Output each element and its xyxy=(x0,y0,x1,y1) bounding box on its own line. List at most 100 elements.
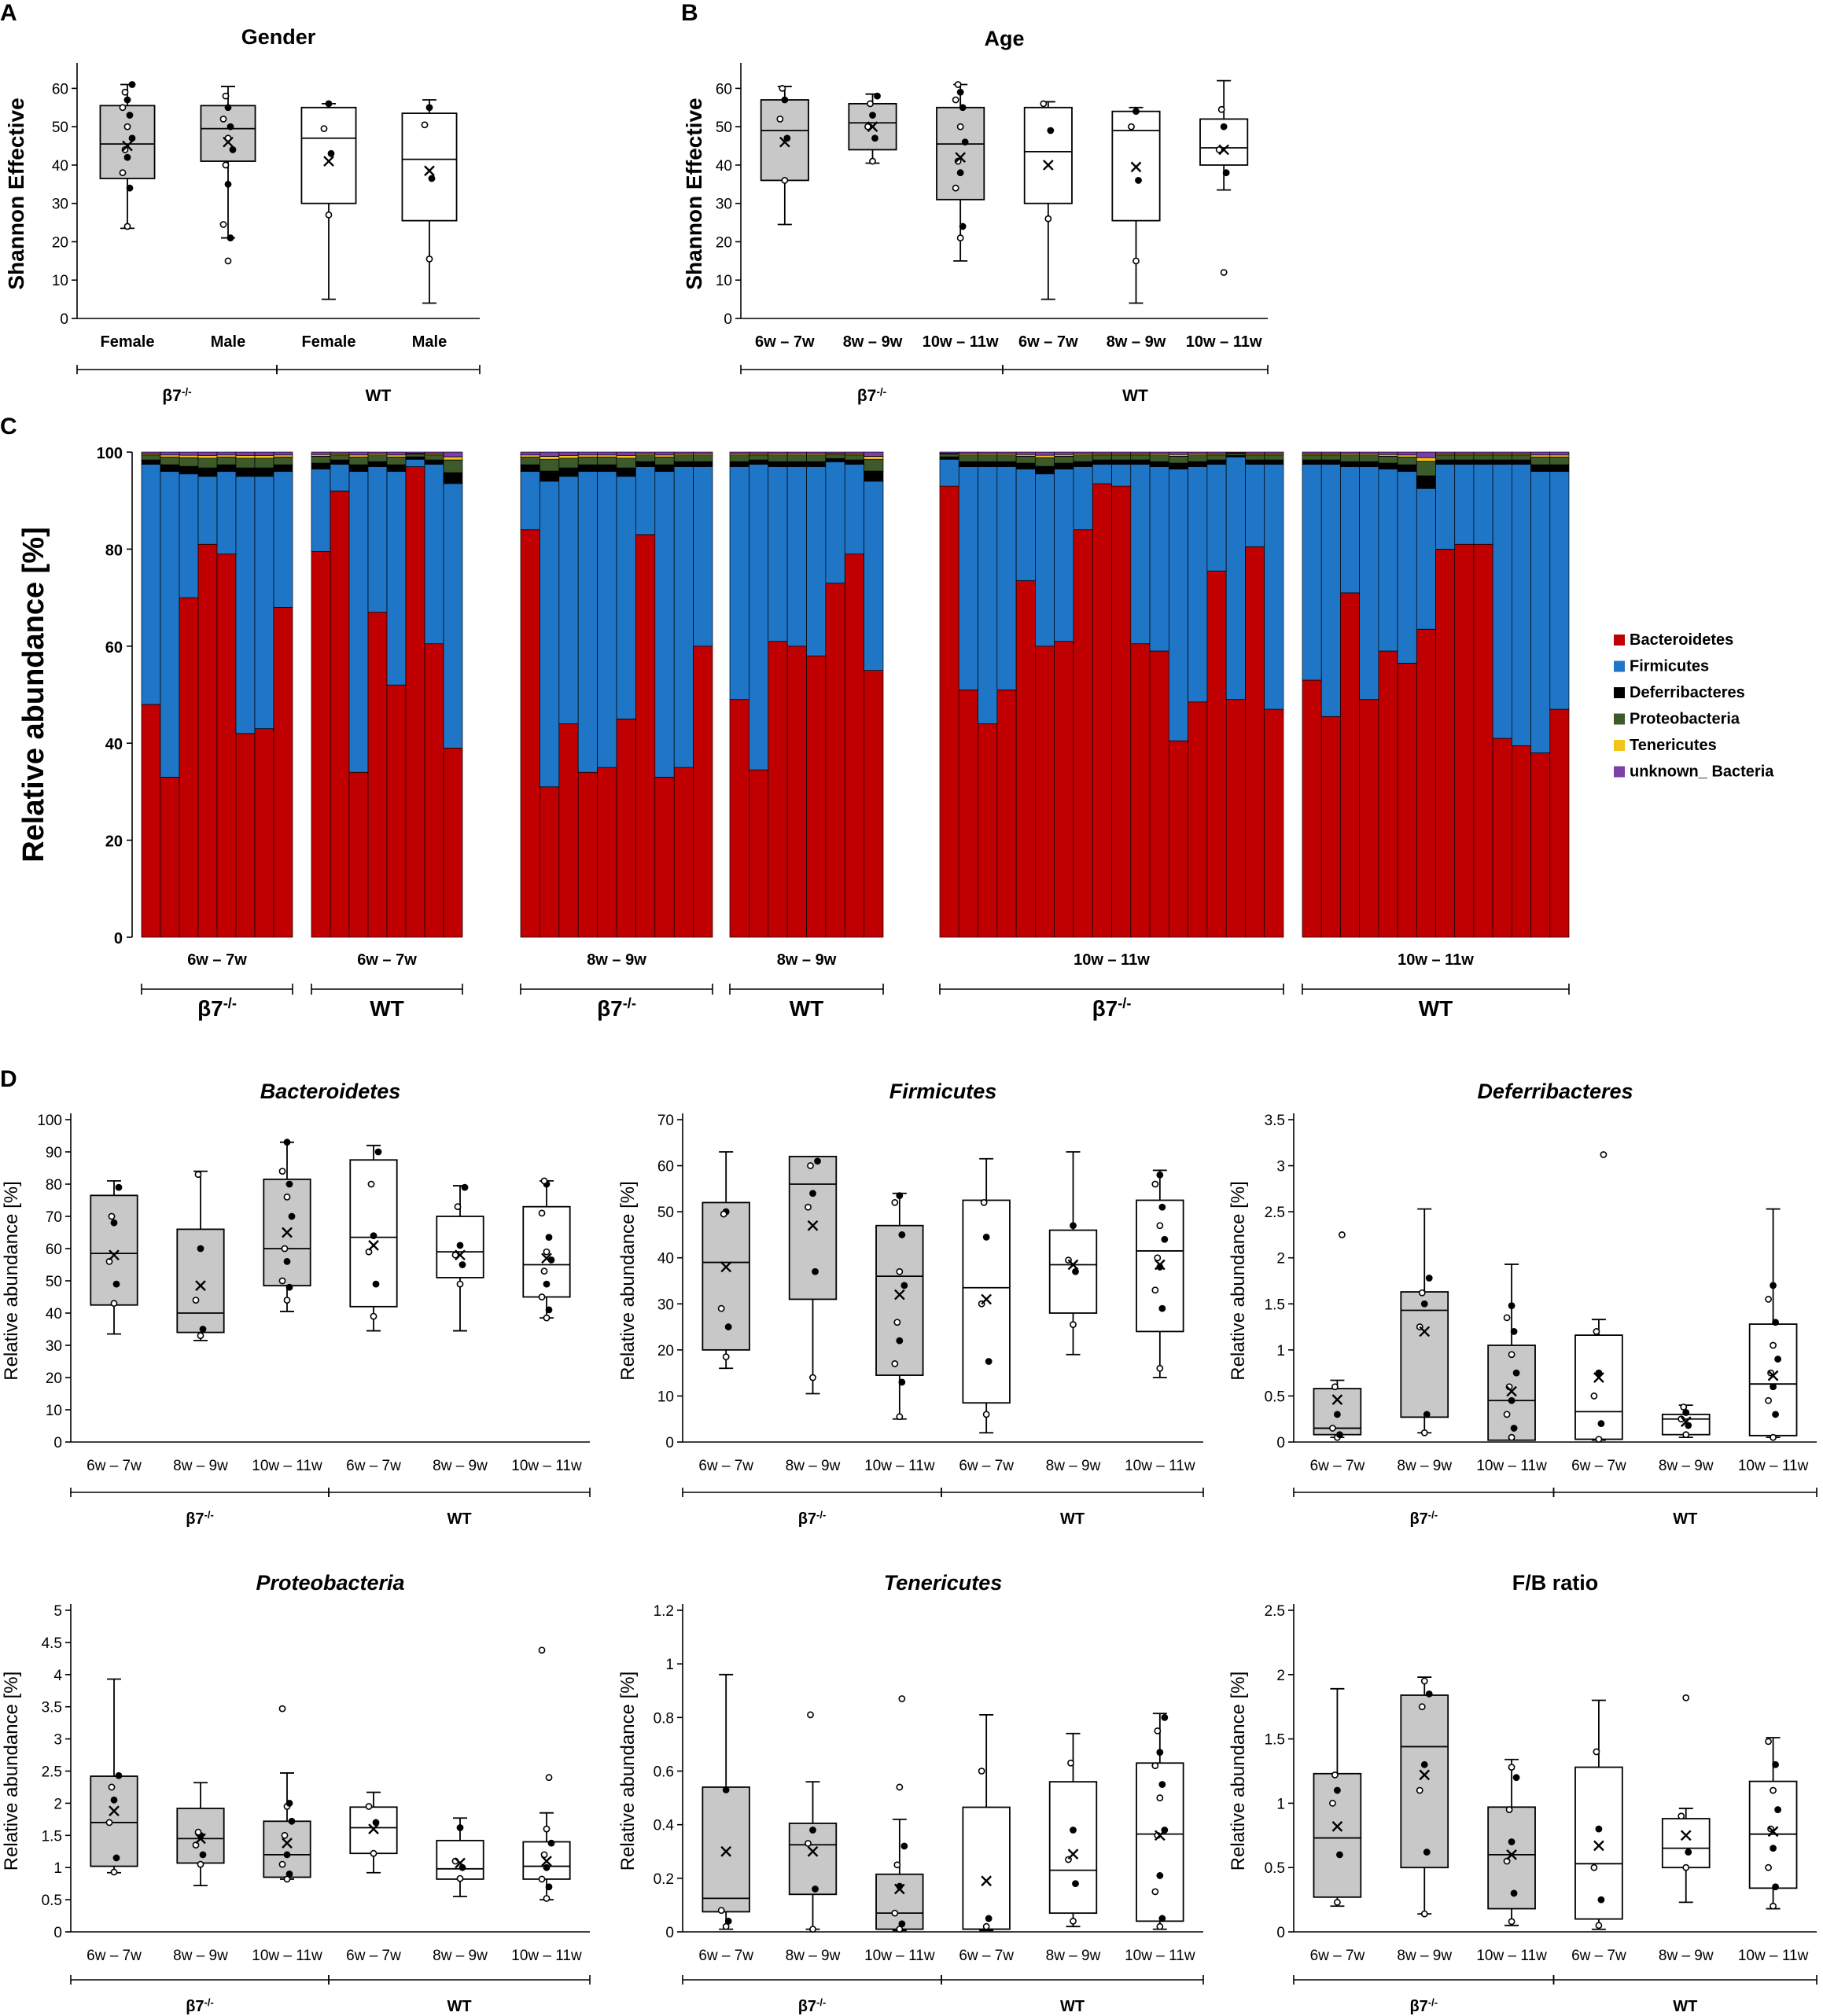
y-tick-label: 30 xyxy=(46,1338,62,1355)
data-point xyxy=(370,1312,377,1320)
chart-title: Proteobacteria xyxy=(256,1571,404,1595)
data-point xyxy=(1336,1431,1343,1439)
y-tick-label: 20 xyxy=(46,1370,62,1387)
x-tick-label: 10w – 11w xyxy=(1476,1948,1547,1964)
bar-segment xyxy=(844,464,864,554)
data-point xyxy=(1047,127,1055,134)
y-tick-label: 0.4 xyxy=(654,1818,675,1834)
x-tick-label: 10w – 11w xyxy=(1186,333,1262,351)
bar-segment xyxy=(1111,454,1132,461)
data-point xyxy=(226,234,234,241)
bar-segment xyxy=(864,451,884,457)
box xyxy=(875,1224,924,1376)
bar-segment xyxy=(558,467,579,477)
subplot-firmicutes: 0 10 20 30 40 50 60 70 Firmicutes Relative abunda… xyxy=(617,1080,1204,1528)
data-point xyxy=(1595,1436,1603,1443)
x-tick-label: 6w – 7w xyxy=(346,1948,401,1964)
bar-segment xyxy=(1492,459,1512,465)
x-tick-label: 8w – 9w xyxy=(173,1948,228,1964)
mean-marker xyxy=(1218,144,1230,156)
bar-segment xyxy=(768,451,788,455)
mean-marker xyxy=(368,1240,379,1251)
bar-segment xyxy=(1302,454,1322,461)
mean-marker xyxy=(955,152,967,164)
bar-segment xyxy=(616,458,636,469)
y-tick-label: 5 xyxy=(53,1603,62,1620)
bar-segment xyxy=(1015,451,1036,455)
subplot-deferribacteres: 0 0.5 1 1.5 2 2.5 3 3.5 Deferribacteres Relative … xyxy=(1228,1080,1817,1528)
data-point xyxy=(720,1210,727,1218)
bar-segment xyxy=(577,451,598,456)
group-label: WT xyxy=(1060,1998,1085,2015)
bar-segment xyxy=(1378,456,1398,464)
bar-segment xyxy=(1245,459,1265,465)
mean-marker xyxy=(195,1833,206,1845)
data-point xyxy=(952,184,959,192)
data-point xyxy=(956,234,964,241)
mean-marker xyxy=(1154,1830,1166,1841)
data-point xyxy=(1503,1314,1511,1322)
panel-letter-a: A xyxy=(0,0,17,26)
bar-segment xyxy=(311,456,331,464)
bar-segment xyxy=(729,699,749,938)
bar-segment xyxy=(749,464,769,771)
data-point xyxy=(110,1300,118,1308)
group-label: WT xyxy=(1673,1998,1697,2015)
data-point xyxy=(325,211,333,219)
y-tick-label: 1 xyxy=(53,1860,62,1877)
data-point xyxy=(545,1774,553,1782)
x-tick-label: 8w – 9w xyxy=(433,1458,488,1474)
bar-segment xyxy=(443,451,463,458)
bar-segment xyxy=(1512,454,1531,461)
bar-segment xyxy=(520,451,540,456)
bar-segment xyxy=(825,458,845,462)
bar-segment xyxy=(520,471,540,531)
bar-segment xyxy=(825,451,845,454)
data-point xyxy=(985,1915,993,1922)
box xyxy=(401,112,458,222)
bar-segment xyxy=(577,454,598,458)
data-point xyxy=(370,1232,377,1239)
box xyxy=(176,1228,225,1334)
bar-segment xyxy=(216,471,237,554)
data-point xyxy=(896,1413,904,1421)
data-point xyxy=(954,157,962,165)
y-tick-label: 1 xyxy=(1276,1343,1285,1359)
x-tick-label: 8w – 9w xyxy=(1659,1948,1714,1964)
y-tick-label: 90 xyxy=(46,1145,62,1161)
data-point xyxy=(285,1283,293,1291)
data-point xyxy=(372,1280,380,1288)
block-label: 6w – 7w xyxy=(357,951,417,969)
data-point xyxy=(121,88,129,96)
chart-title: F/B ratio xyxy=(1512,1571,1599,1595)
data-point xyxy=(1220,123,1228,131)
data-point xyxy=(1156,1222,1164,1230)
bar-segment xyxy=(1225,699,1246,938)
y-tick-label: 3.5 xyxy=(42,1700,62,1716)
bar-segment xyxy=(806,655,827,938)
box xyxy=(1048,1229,1098,1314)
data-point xyxy=(1420,1910,1428,1918)
bar-segment xyxy=(540,470,560,482)
bar-segment xyxy=(978,461,998,467)
legend-label: unknown_ Bacteria xyxy=(1630,763,1774,781)
bar-segment xyxy=(254,458,274,469)
bar-segment xyxy=(1492,451,1512,454)
x-tick-label: 6w – 7w xyxy=(87,1948,142,1964)
bar-segment xyxy=(978,723,998,938)
box xyxy=(1136,1762,1184,1922)
bar-segment xyxy=(216,456,237,465)
y-tick-label: 50 xyxy=(46,1274,62,1290)
bar-segment xyxy=(254,728,274,938)
x-tick-label: 10w – 11w xyxy=(1738,1948,1809,1964)
bar-segment xyxy=(1206,454,1227,461)
bar-segment xyxy=(654,464,675,473)
bar-segment xyxy=(1264,454,1284,461)
data-point xyxy=(285,1799,293,1807)
bar-segment xyxy=(1035,451,1055,456)
data-point xyxy=(451,1251,459,1259)
bar-segment xyxy=(1054,456,1074,464)
bar-segment xyxy=(844,459,864,465)
subplot-bacteroidetes: 0 10 20 30 40 50 60 70 80 90 100 Bacteroidetes Relat… xyxy=(1,1080,591,1528)
data-point xyxy=(456,1874,464,1882)
